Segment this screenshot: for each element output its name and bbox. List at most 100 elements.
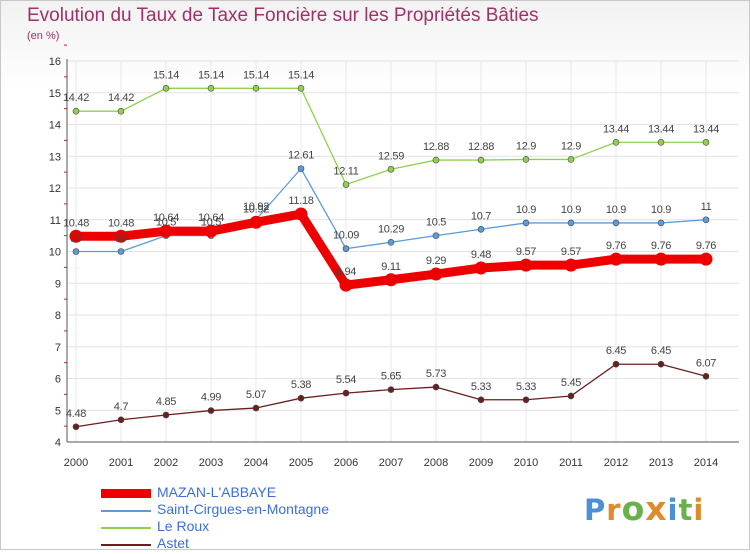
series-lines [69,85,713,431]
data-point-astet [162,411,170,419]
x-tick-label: 2009 [469,457,493,469]
data-label-saint-cirgues-en-montagne: 10.09 [333,230,359,242]
data-label-mazan-l-abbaye: 9.57 [516,246,536,258]
data-point-saint-cirgues-en-montagne [432,232,440,239]
x-tick-label: 2002 [154,457,178,469]
x-tick-label: 2005 [289,457,313,469]
logo-letter: P [584,493,607,527]
data-label-saint-cirgues-en-montagne: 10.5 [201,217,221,229]
data-point-astet [522,396,530,404]
x-tick-label: 2012 [604,457,628,469]
data-label-astet: 6.07 [696,357,716,369]
data-point-saint-cirgues-en-montagne [297,165,305,172]
data-label-mazan-l-abbaye: 10.64 [198,212,224,224]
data-point-mazan-l-abbaye [114,229,128,243]
y-tick-label: 12 [49,183,61,195]
data-label-saint-cirgues-en-montagne: 12.61 [288,150,314,162]
data-label-astet: 4.85 [156,396,176,408]
data-label-le-roux: 14.42 [108,92,134,104]
data-point-le-roux [522,156,530,163]
data-label-mazan-l-abbaye: 10.48 [63,217,89,229]
data-point-le-roux [612,138,620,146]
data-label-astet: 5.07 [246,389,266,401]
data-label-le-roux: 15.14 [243,69,269,81]
y-tick-label: 16 [49,56,61,68]
grid-lines [67,60,739,442]
data-label-saint-cirgues-en-montagne: 10 [115,233,127,245]
data-label-le-roux: 12.59 [378,150,404,162]
data-label-astet: 5.45 [561,377,581,389]
data-label-saint-cirgues-en-montagne: 10 [70,233,82,245]
chart-unit-label: (en %) [27,30,60,42]
data-label-le-roux: 12.88 [468,141,494,153]
data-label-astet: 5.33 [516,381,536,393]
data-label-saint-cirgues-en-montagne: 10.29 [378,223,404,235]
data-label-astet: 5.54 [336,374,356,386]
logo-letter: x [645,489,668,528]
proxiti-logo: Proxiti [584,489,704,528]
data-point-le-roux [162,85,170,92]
legend-label-le-roux: Le Roux [157,518,210,534]
data-point-mazan-l-abbaye [69,229,83,243]
legend-label-astet: Astet [157,535,189,551]
data-point-saint-cirgues-en-montagne [567,219,575,227]
data-label-saint-cirgues-en-montagne: 11 [701,201,712,213]
data-point-astet [207,407,215,414]
data-point-astet [432,383,440,391]
data-point-le-roux [477,156,485,164]
data-point-le-roux [207,85,215,92]
data-label-mazan-l-abbaye: 10.92 [243,203,269,215]
data-label-mazan-l-abbaye: 9.76 [651,240,671,252]
data-label-mazan-l-abbaye: 10.48 [108,217,134,229]
y-tick-label: 6 [55,374,61,386]
data-point-le-roux [297,85,305,92]
data-point-saint-cirgues-en-montagne [342,245,350,252]
data-label-mazan-l-abbaye: 9.57 [561,246,581,258]
data-label-le-roux: 15.14 [153,69,179,81]
data-label-le-roux: 15.14 [198,69,224,81]
data-label-le-roux: 13.44 [648,123,674,135]
data-point-saint-cirgues-en-montagne [612,219,620,227]
data-point-le-roux [72,107,80,115]
data-label-mazan-l-abbaye: 9.76 [696,240,716,252]
data-point-le-roux [117,107,125,115]
logo-letter: o [621,489,646,528]
logo-letter: t [678,493,694,527]
data-label-astet: 4.99 [201,392,221,404]
data-point-mazan-l-abbaye [609,252,623,266]
data-label-saint-cirgues-en-montagne: 10.9 [561,204,581,216]
legend-swatch-le-roux [101,520,151,535]
data-label-saint-cirgues-en-montagne: 10.5 [426,217,446,229]
x-tick-label: 2000 [64,457,88,469]
data-label-le-roux: 12.88 [423,141,449,153]
data-point-astet [657,360,665,368]
data-label-le-roux: 12.9 [516,140,536,152]
legend-label-mazan: MAZAN-L'ABBAYE [157,484,277,500]
data-point-astet [612,360,620,368]
data-label-mazan-l-abbaye: 9.48 [471,249,491,261]
data-label-le-roux: 12.11 [333,166,358,178]
data-point-saint-cirgues-en-montagne [477,225,485,233]
logo-letter: i [693,493,705,527]
data-point-mazan-l-abbaye [474,261,488,275]
y-tick-label: 8 [55,310,61,322]
legend-swatch-astet [101,537,151,552]
data-point-saint-cirgues-en-montagne [387,238,395,246]
data-point-mazan-l-abbaye [519,258,533,272]
data-point-mazan-l-abbaye [159,224,173,238]
data-label-saint-cirgues-en-montagne: 10.7 [471,210,491,222]
data-point-mazan-l-abbaye [384,273,398,287]
data-label-astet: 5.73 [426,368,446,380]
data-label-astet: 6.45 [651,345,671,357]
data-label-astet: 5.65 [381,371,401,383]
x-tick-label: 2008 [424,457,448,469]
y-tick-label: 7 [55,342,61,354]
data-point-astet [342,389,350,397]
y-tick-label: 14 [49,120,61,132]
y-tick-label: 4 [55,437,61,449]
data-label-le-roux: 15.14 [288,69,314,81]
x-tick-label: 2013 [649,457,673,469]
legend-label-saint-cirgues: Saint-Cirgues-en-Montagne [157,501,329,517]
data-point-mazan-l-abbaye [429,267,443,281]
data-point-saint-cirgues-en-montagne [702,216,710,224]
